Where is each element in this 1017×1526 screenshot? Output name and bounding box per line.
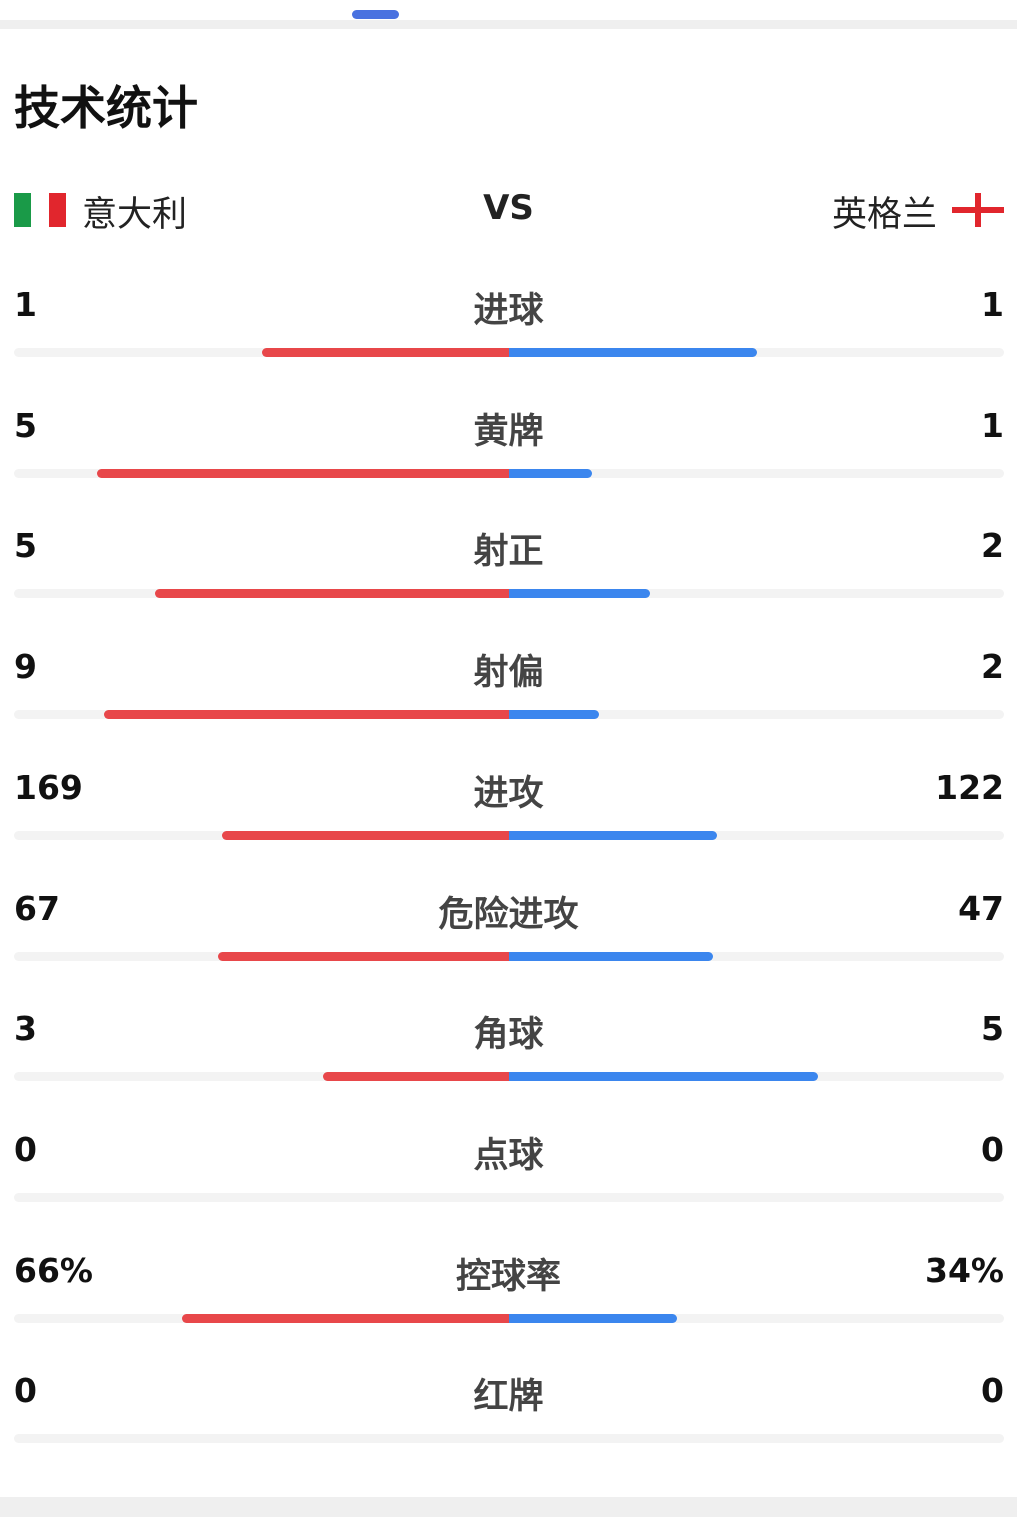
home-value: 0 (14, 1129, 37, 1169)
stat-label: 进球 (473, 291, 544, 331)
stat-label: 红牌 (473, 1377, 544, 1418)
stat-label: 黄牌 (473, 411, 544, 452)
home-bar (221, 830, 509, 840)
away-value: 0 (981, 1371, 1004, 1411)
away-value: 5 (981, 1009, 1004, 1049)
bar-track (14, 1434, 1004, 1444)
away-value: 1 (981, 285, 1004, 324)
vs: VS (483, 188, 534, 228)
home-bar (323, 1072, 509, 1082)
home-bar (261, 348, 509, 357)
home-value: 3 (14, 1009, 37, 1049)
home-value: 67 (14, 888, 60, 928)
stat-label: 控球率 (455, 1256, 561, 1297)
away-bar (509, 468, 592, 478)
away-bar (509, 951, 714, 961)
home-bar (218, 951, 509, 961)
home-bar (182, 1313, 509, 1323)
away-value: 2 (981, 647, 1004, 687)
away-bar (509, 1072, 819, 1082)
top-divider (0, 20, 1017, 29)
away-bar (509, 589, 651, 599)
away-bar (509, 830, 717, 840)
away-value: 34% (925, 1250, 1004, 1290)
stat-label: 进攻 (473, 773, 544, 814)
home-bar (155, 589, 509, 599)
away-value: 122 (935, 767, 1004, 807)
away-team: 英格兰 (831, 195, 937, 235)
away-bar (509, 710, 599, 720)
away-value: 0 (981, 1129, 1004, 1169)
stat-label: 射偏 (473, 653, 544, 694)
stat-label: 角球 (473, 1015, 544, 1056)
away-value: 47 (958, 888, 1004, 928)
home-bar (96, 468, 509, 478)
away-bar (509, 1313, 678, 1323)
home-value: 169 (14, 767, 83, 807)
italy-flag (14, 193, 66, 227)
home-bar (104, 710, 509, 720)
home-value: 5 (14, 405, 37, 445)
home-value: 5 (14, 526, 37, 566)
home-value: 66% (14, 1250, 93, 1290)
stat-label: 危险进攻 (438, 894, 579, 935)
title: 技术统计 (14, 81, 198, 135)
away-value: 2 (981, 526, 1004, 566)
england-flag (952, 193, 1004, 227)
home-value: 1 (14, 285, 37, 324)
bar-track (14, 1192, 1004, 1202)
stat-label: 点球 (473, 1135, 544, 1176)
home-team: 意大利 (82, 195, 188, 235)
home-value: 0 (14, 1371, 37, 1411)
stat-label: 射正 (473, 532, 544, 573)
away-bar (509, 348, 757, 357)
tab-indicator[interactable] (352, 10, 399, 19)
bottom-divider (0, 1497, 1017, 1517)
home-value: 9 (14, 647, 37, 687)
away-value: 1 (981, 405, 1004, 445)
